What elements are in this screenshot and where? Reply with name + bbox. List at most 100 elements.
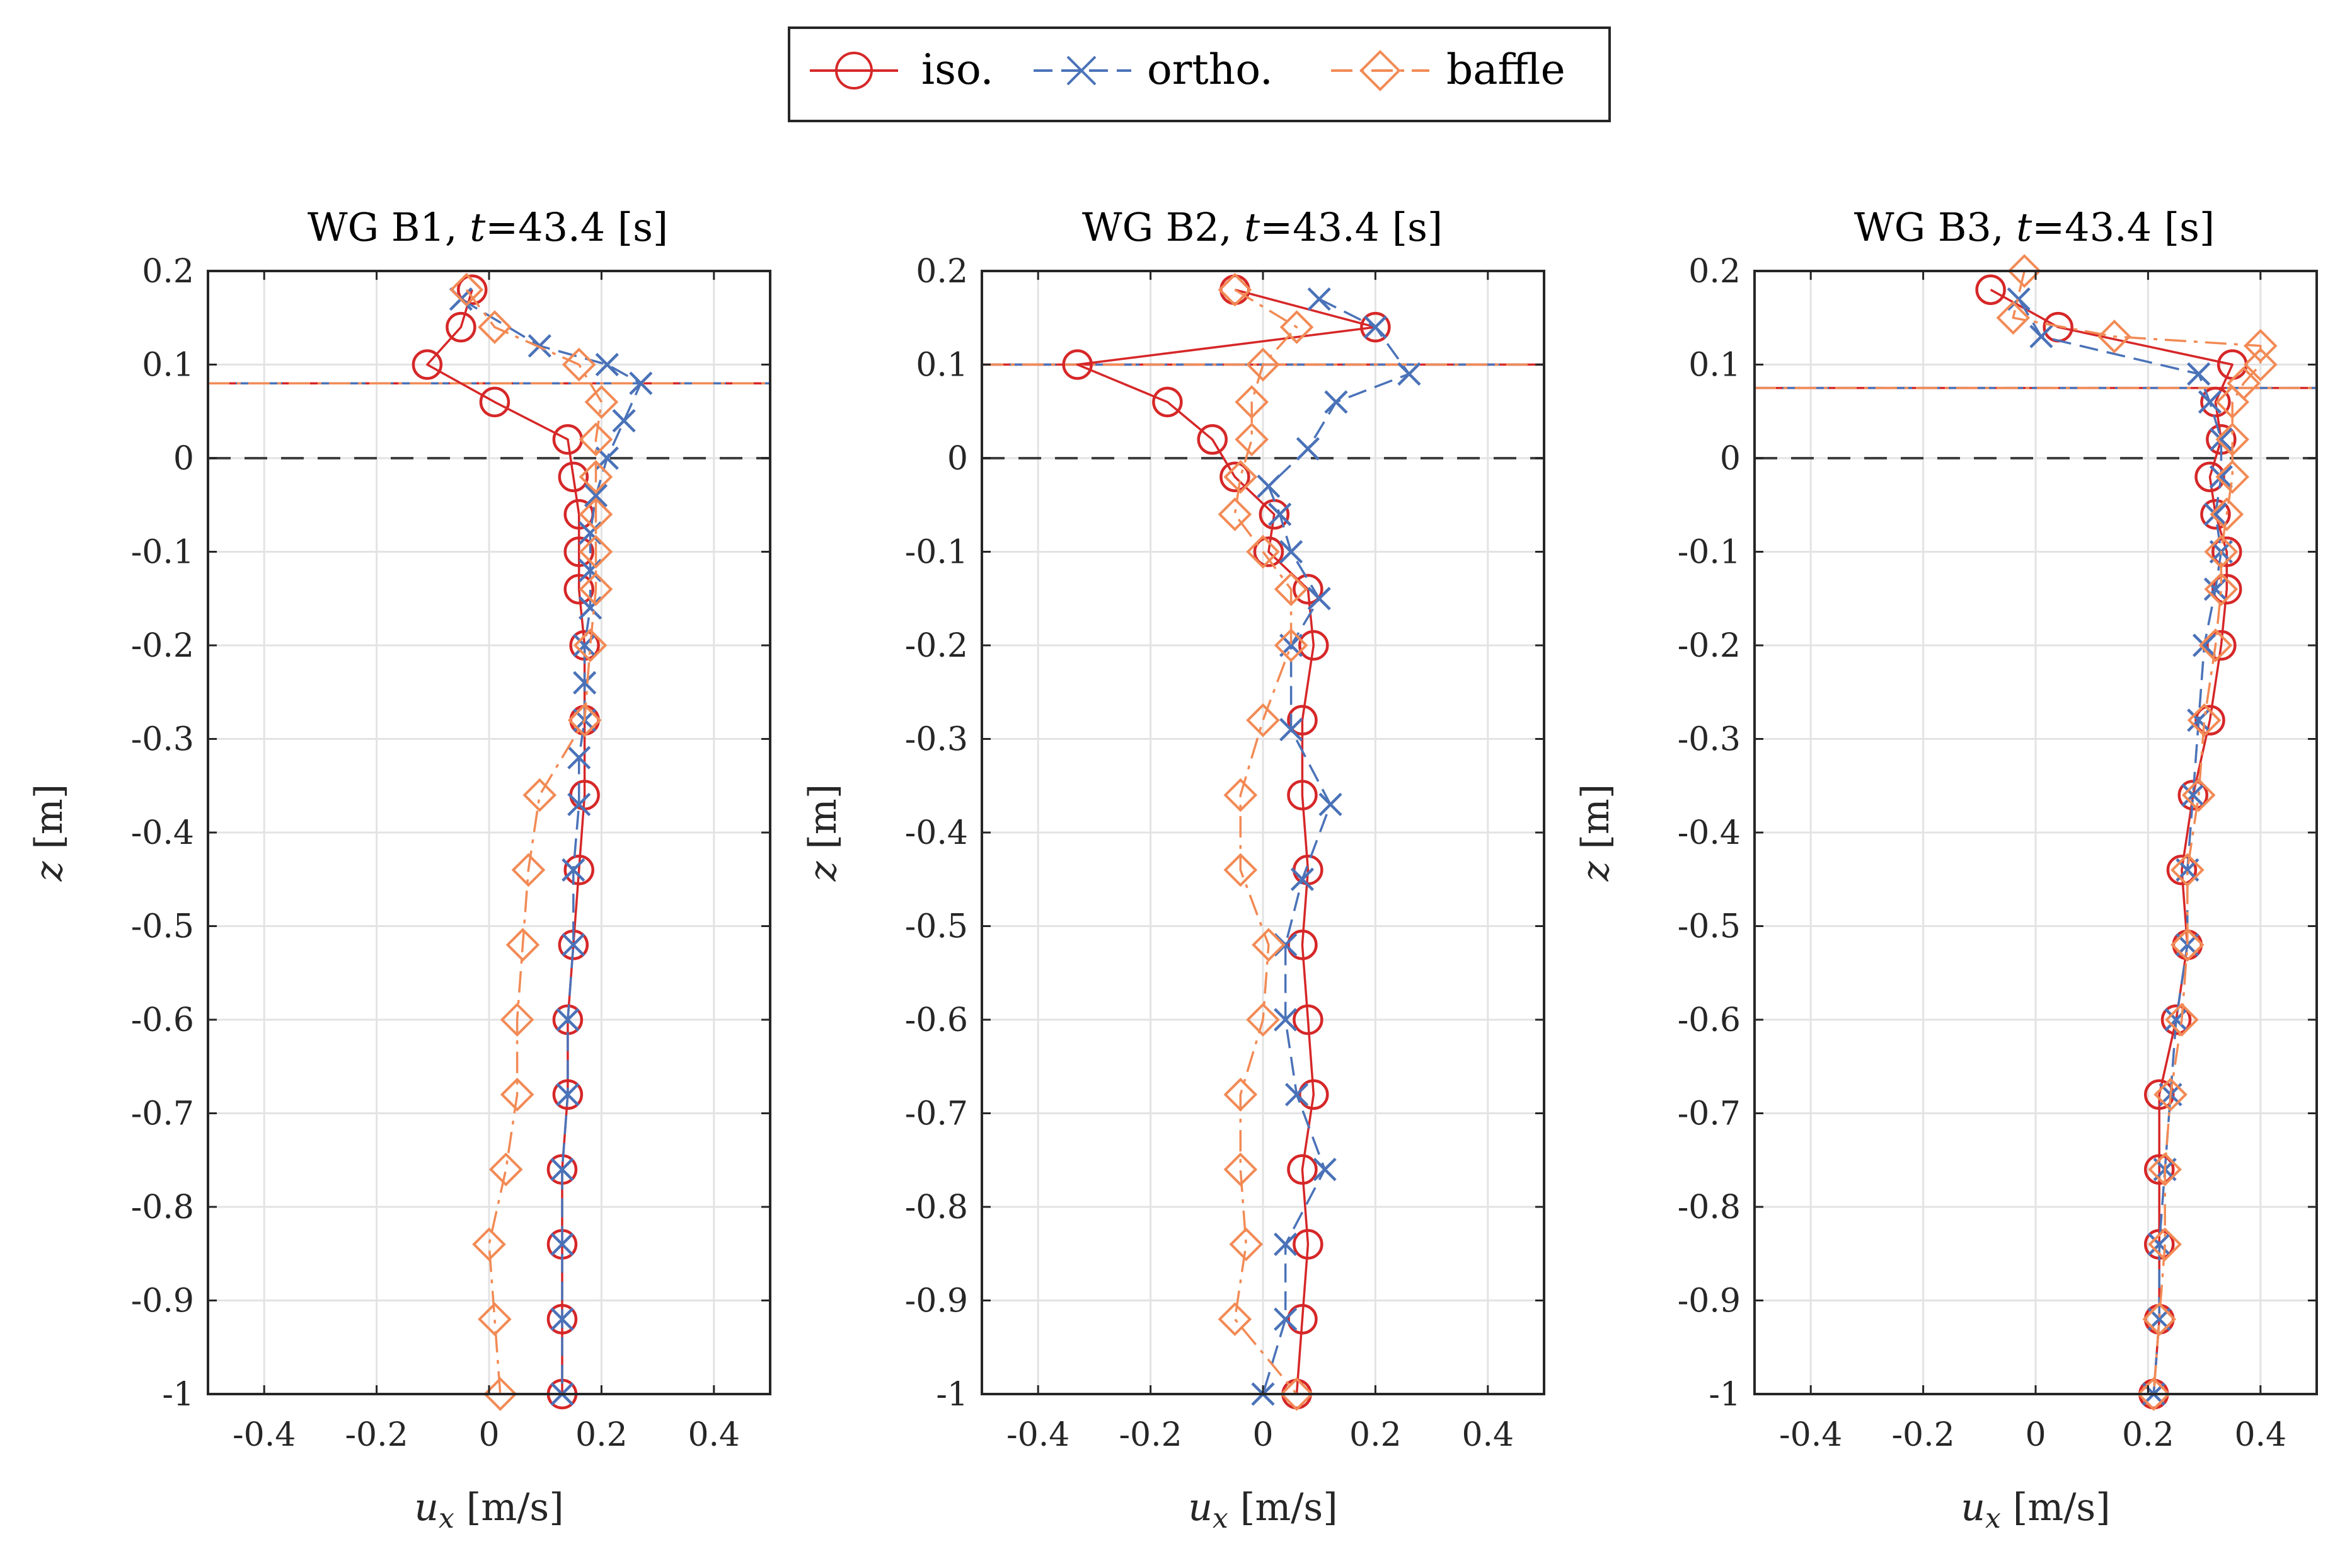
grid: [1755, 270, 2317, 1395]
data-point-iso: [546, 1303, 578, 1335]
panel-title: WG B2, t=43.4 [s]: [1082, 204, 1443, 250]
y-tick-label: -0.4: [905, 814, 968, 852]
x-tick-label: -0.2: [1119, 1416, 1182, 1454]
data-point-baffle: [1274, 628, 1308, 662]
series-line-baffle: [465, 289, 603, 1395]
data-point-iso: [1197, 424, 1228, 455]
data-point-baffle: [1229, 1227, 1264, 1262]
y-tick-label: -0.6: [905, 1001, 968, 1039]
data-point-ortho: [562, 933, 585, 957]
y-tick-label: 0.2: [1688, 253, 1741, 291]
ticks: [208, 270, 770, 1395]
data-point-baffle: [2215, 385, 2250, 419]
chart-panel-b1: WG B1, t=43.4 [s] -0.4 -0.2 0 0.2 0.4 0.…: [27, 204, 771, 1535]
y-tick-label: -1: [936, 1376, 968, 1414]
x-tick-label: 0.4: [1461, 1416, 1514, 1454]
data-point-baffle: [2148, 1152, 2182, 1187]
data-point-baffle: [488, 1152, 523, 1187]
data-point-iso: [1975, 274, 2006, 305]
y-tick-label: -0.8: [131, 1189, 194, 1226]
data-point-iso: [412, 349, 443, 380]
panel-title: WG B1, t=43.4 [s]: [308, 204, 668, 250]
data-point-ortho: [556, 1083, 580, 1107]
x-axis-label: ux [m/s]: [414, 1485, 563, 1535]
data-point-baffle: [505, 928, 540, 962]
data-point-baffle: [1279, 1377, 1314, 1411]
data-point-iso: [1298, 1079, 1329, 1110]
data-point-ortho: [578, 596, 602, 620]
data-point-ortho: [595, 352, 619, 377]
data-point-iso: [1152, 386, 1183, 418]
data-point-ortho: [1279, 539, 1303, 564]
x-tick-label: 0: [2025, 1416, 2046, 1454]
grid: [208, 270, 770, 1395]
legend-ortho-label: ortho.: [1147, 45, 1273, 94]
data-point-ortho: [578, 558, 602, 582]
x-tick-label: -0.2: [1891, 1416, 1954, 1454]
data-point-iso: [1293, 574, 1323, 605]
x-tick-label: -0.4: [233, 1416, 296, 1454]
data-point-baffle: [579, 534, 613, 569]
data-point-ortho: [1313, 1158, 1337, 1182]
data-point-baffle: [2142, 1302, 2177, 1337]
y-axis-label: z [m]: [1574, 784, 1618, 882]
data-point-baffle: [579, 497, 613, 531]
data-point-iso: [456, 274, 488, 305]
y-tick-label: -1: [162, 1376, 194, 1414]
y-tick-label: -0.1: [1678, 534, 1741, 572]
data-point-ortho: [556, 1008, 580, 1032]
y-tick-label: -0.1: [905, 534, 968, 572]
data-point-ortho: [1284, 1083, 1309, 1107]
data-point-ortho: [1290, 867, 1315, 891]
ticks: [982, 270, 1544, 1395]
data-point-ortho: [2007, 287, 2031, 311]
data-point-iso: [1293, 1229, 1323, 1260]
data-point-baffle: [478, 1302, 512, 1337]
data-point-ortho: [2209, 427, 2233, 451]
x-tick-label: 0.2: [1349, 1416, 1402, 1454]
x-tick-label: -0.4: [1006, 1416, 1069, 1454]
data-point-baffle: [2204, 572, 2239, 606]
data-point-baffle: [1218, 497, 1252, 531]
x-tick-label: 0.2: [575, 1416, 628, 1454]
data-point-baffle: [500, 1003, 534, 1037]
data-point-iso: [2194, 461, 2225, 492]
data-point-ortho: [2187, 362, 2211, 386]
chart-panel-b3: WG B3, t=43.4 [s] -0.4 -0.2 0 0.2 0.4 0.…: [1574, 204, 2318, 1535]
data-point-iso: [1253, 536, 1284, 567]
y-tick-labels: 0.2 0.1 0 -0.1 -0.2 -0.3 -0.4 -0.5 -0.6 …: [1678, 253, 1741, 1414]
data-point-baffle: [1223, 1152, 1258, 1187]
data-point-ortho: [550, 1307, 574, 1331]
x-tick-labels: -0.4 -0.2 0 0.2 0.4: [233, 1416, 740, 1454]
data-point-baffle: [2204, 534, 2239, 569]
data-point-baffle: [2215, 422, 2250, 457]
data-point-baffle: [1246, 347, 1280, 382]
data-point-baffle: [2148, 1227, 2182, 1262]
x-tick-labels: -0.4 -0.2 0 0.2 0.4: [1779, 1416, 2286, 1454]
panel-title: WG B3, t=43.4 [s]: [1854, 204, 2215, 250]
data-point-ortho: [550, 1232, 574, 1256]
data-point-iso: [446, 311, 476, 343]
legend: iso. ortho. baffle: [788, 26, 1611, 122]
grid: [982, 270, 1544, 1395]
data-point-iso: [1219, 461, 1250, 492]
legend-ortho-marker: [1066, 55, 1097, 86]
y-tick-label: -0.9: [131, 1283, 194, 1320]
data-point-baffle: [2170, 853, 2205, 887]
data-point-baffle: [584, 385, 619, 419]
series-line-baffle: [1233, 289, 1298, 1395]
data-point-baffle: [1279, 310, 1314, 344]
series-layer: [1975, 254, 2278, 1411]
series-layer: [412, 272, 653, 1411]
y-tick-label: -0.5: [131, 908, 194, 946]
x-tick-label: -0.4: [1779, 1416, 1842, 1454]
data-point-ortho: [612, 409, 636, 433]
data-point-baffle: [511, 853, 546, 887]
data-point-iso: [2143, 1079, 2175, 1110]
data-point-baffle: [2187, 703, 2222, 737]
legend-box: [788, 26, 1611, 122]
data-point-iso: [563, 536, 594, 567]
data-point-ortho: [2181, 783, 2205, 807]
data-point-baffle: [2198, 628, 2233, 662]
